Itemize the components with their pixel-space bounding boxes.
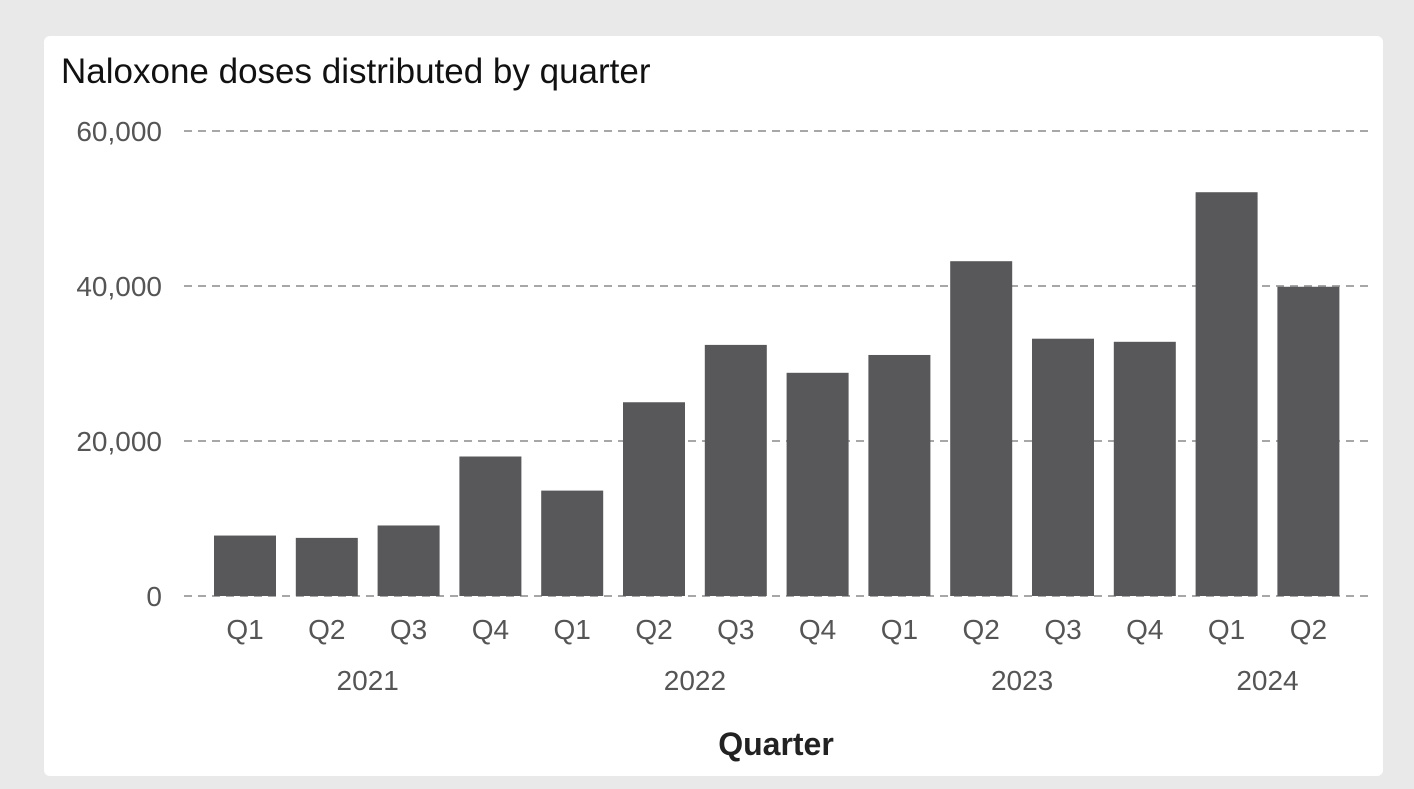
bar	[1277, 286, 1340, 596]
bar	[950, 261, 1013, 596]
bar	[623, 402, 685, 596]
bar	[868, 354, 931, 596]
x-tick-label: Q1	[554, 614, 591, 645]
x-tick-label: Q2	[963, 614, 1000, 645]
x-tick-label: Q3	[390, 614, 427, 645]
chart-title: Naloxone doses distributed by quarter	[61, 52, 651, 91]
x-group-label: 2023	[991, 665, 1053, 696]
bar	[704, 344, 767, 596]
bar	[1195, 192, 1258, 596]
x-group-label: 2022	[664, 665, 726, 696]
bar	[377, 525, 440, 596]
x-group-label: 2021	[337, 665, 399, 696]
bar	[786, 372, 849, 596]
bar	[1032, 338, 1094, 596]
bar	[295, 537, 358, 596]
y-tick-label: 40,000	[76, 271, 162, 302]
x-tick-label: Q1	[881, 614, 918, 645]
x-tick-label: Q2	[1290, 614, 1327, 645]
bar-chart: 0 20,000 40,000 60,000 Q1 Q2 Q3 Q4 Q1 Q2 Q3 Q4 Q1 Q2 Q…	[76, 116, 1374, 762]
x-tick-label: Q1	[1208, 614, 1245, 645]
chart-card: Naloxone doses distributed by quarter 0 2…	[44, 36, 1383, 776]
y-tick-label: 20,000	[76, 426, 162, 457]
x-tick-label: Q4	[799, 614, 836, 645]
x-tick-label: Q4	[472, 614, 509, 645]
bar	[459, 456, 522, 596]
y-tick-label: 0	[146, 581, 162, 612]
x-tick-label: Q1	[226, 614, 263, 645]
bar	[541, 490, 604, 596]
x-tick-label: Q3	[717, 614, 754, 645]
x-tick-label: Q2	[635, 614, 672, 645]
bar	[214, 535, 276, 596]
x-group-label: 2024	[1236, 665, 1298, 696]
bar	[1113, 341, 1176, 596]
y-tick-label: 60,000	[76, 116, 162, 147]
x-axis-title: Quarter	[718, 726, 834, 762]
x-tick-label: Q3	[1044, 614, 1081, 645]
x-tick-label: Q2	[308, 614, 345, 645]
x-tick-label: Q4	[1126, 614, 1163, 645]
